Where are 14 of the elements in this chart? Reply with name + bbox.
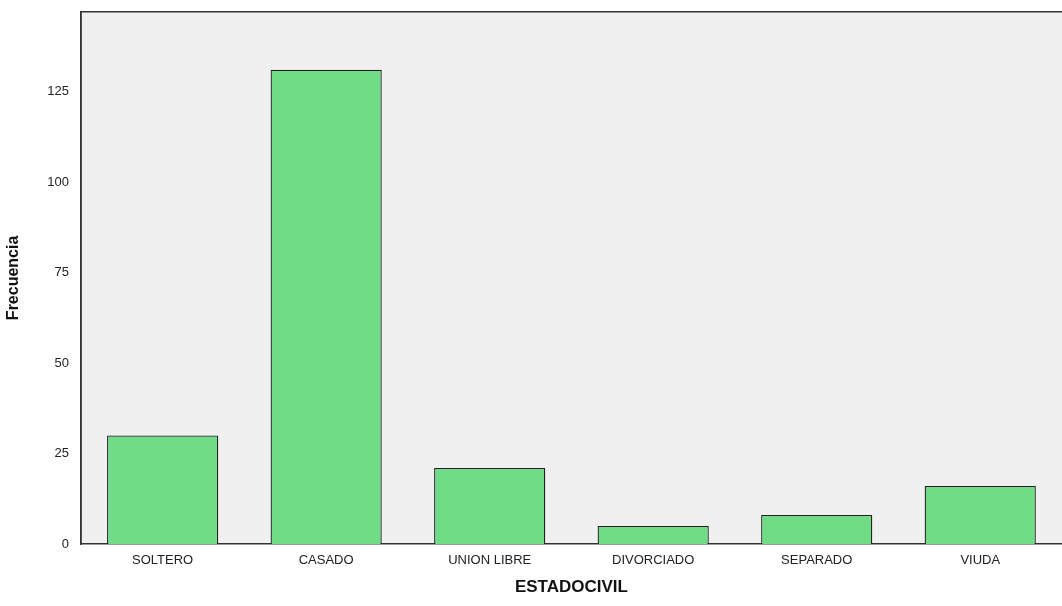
x-tick-label: DIVORCIADO: [612, 552, 695, 568]
y-tick-label: 75: [54, 264, 69, 280]
x-tick-label: VIUDA: [960, 552, 1001, 568]
y-tick-label: 25: [54, 445, 69, 461]
x-tick-label: CASADO: [298, 552, 354, 568]
x-tick-label: UNION LIBRE: [448, 552, 532, 568]
y-tick-label: 125: [47, 83, 69, 99]
x-tick-label: SOLTERO: [132, 552, 194, 568]
x-axis-title: ESTADOCIVIL: [514, 577, 628, 597]
y-tick-label: 100: [47, 173, 69, 189]
y-tick-label: 0: [61, 535, 69, 551]
y-tick-label: 50: [54, 354, 69, 370]
x-tick-label: SEPARADO: [781, 552, 853, 568]
y-axis-title: Frecuencia: [4, 235, 22, 321]
